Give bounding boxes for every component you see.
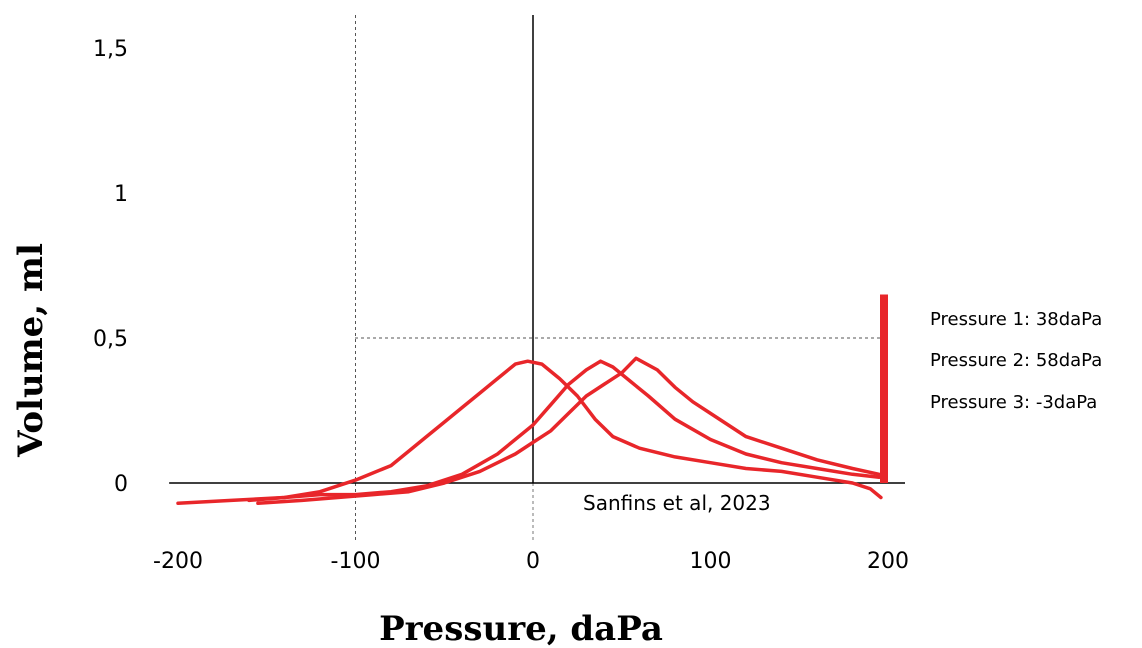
legend: Pressure 1: 38daPa Pressure 2: 58daPa Pr… [930, 309, 1102, 413]
y-tick-label: 1,5 [93, 37, 128, 62]
y-axis-title: Volume, ml [11, 243, 51, 458]
x-tick-label: 0 [526, 549, 540, 574]
tick-layer: -200 -100 0 100 200 1,5 1 0,5 0 [93, 37, 909, 574]
legend-entry-3: Pressure 3: -3daPa [930, 392, 1097, 413]
axis-layer [169, 15, 905, 484]
x-tick-label: -200 [153, 549, 203, 574]
x-tick-label: 100 [690, 549, 732, 574]
source-note: Sanfins et al, 2023 [583, 491, 771, 515]
y-tick-label: 0 [114, 472, 128, 497]
grid-layer [355, 15, 888, 540]
series-layer [176, 356, 883, 506]
y-tick-label: 1 [114, 182, 128, 207]
series-line-2 [176, 359, 881, 506]
legend-entry-1: Pressure 1: 38daPa [930, 309, 1102, 330]
series-line-1 [256, 356, 881, 506]
x-tick-label: 200 [867, 549, 909, 574]
series-line-3 [247, 359, 883, 503]
legend-entry-2: Pressure 2: 58daPa [930, 350, 1102, 371]
x-axis-title: Pressure, daPa [379, 609, 663, 648]
x-tick-label: -100 [331, 549, 381, 574]
y-tick-label: 0,5 [93, 327, 128, 352]
